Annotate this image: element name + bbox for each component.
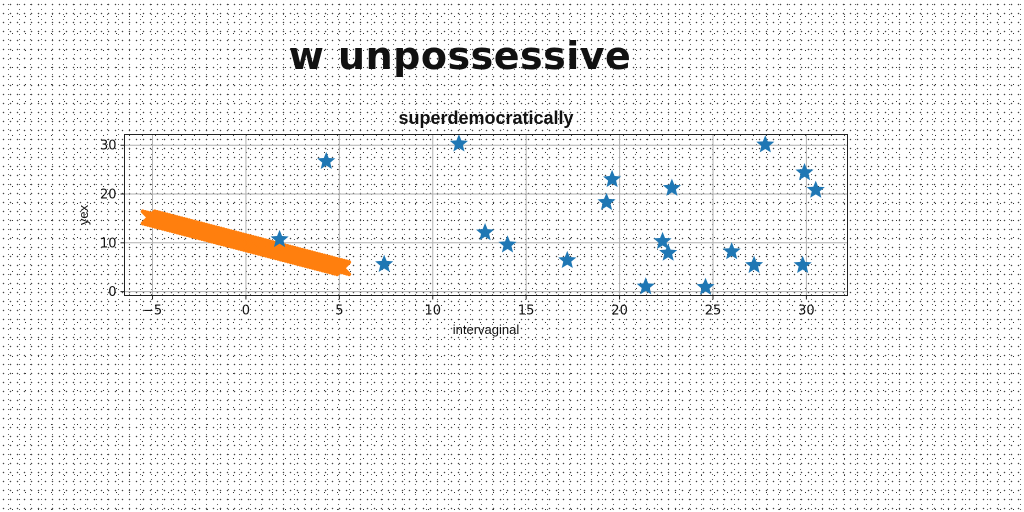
star-point <box>806 180 825 198</box>
star-point <box>449 134 468 152</box>
star-point <box>597 192 616 210</box>
star-point <box>498 235 517 253</box>
y-tick-label: 0 <box>108 285 116 300</box>
star-point <box>696 277 715 295</box>
x-tick-label: 25 <box>705 304 722 319</box>
x-tick-label: 20 <box>611 304 628 319</box>
star-point <box>603 169 622 188</box>
tick-marks: −5 0 5 10 15 20 25 30 0 10 20 30 <box>100 139 815 319</box>
star-point <box>793 255 812 273</box>
x-tick-label: 5 <box>335 304 343 319</box>
star-point <box>756 135 775 153</box>
star-point <box>317 151 336 170</box>
star-point <box>270 229 289 248</box>
grid-lines <box>124 134 848 296</box>
page-title: w unpossessive <box>288 34 632 78</box>
star-point <box>636 277 655 295</box>
star-point <box>745 255 764 273</box>
x-tick-label: 15 <box>518 304 535 319</box>
star-point <box>795 163 814 181</box>
star-point <box>558 250 577 269</box>
star-point <box>653 231 672 250</box>
star-point <box>476 223 495 241</box>
x-tick-label: −5 <box>143 304 162 319</box>
y-tick-label: 20 <box>100 188 117 203</box>
x-marker-point <box>335 260 352 277</box>
chart-title: superdemocratically <box>398 108 573 128</box>
x-tick-label: 30 <box>798 304 815 319</box>
star-point <box>722 242 741 260</box>
y-tick-label: 10 <box>100 236 117 251</box>
y-axis-label: yex <box>76 204 91 225</box>
series-1 <box>140 209 352 277</box>
star-point <box>662 178 681 196</box>
series-0 <box>270 134 825 295</box>
x-axis-label: intervaginal <box>453 322 520 337</box>
star-point <box>659 243 678 261</box>
y-tick-label: 30 <box>100 139 117 154</box>
plot-frame <box>124 134 848 296</box>
x-tick-label: 10 <box>424 304 441 319</box>
star-point <box>375 254 394 272</box>
x-tick-label: 0 <box>242 304 250 319</box>
